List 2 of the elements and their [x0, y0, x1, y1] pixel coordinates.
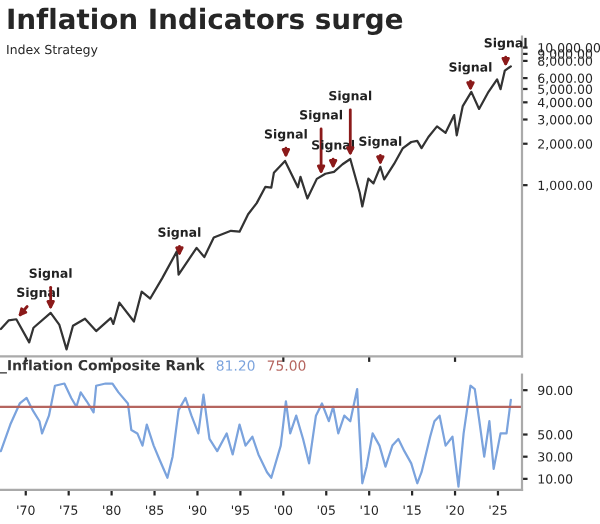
line-series [0, 382, 512, 488]
chart-title: Inflation Indicators surge [8, 7, 403, 35]
